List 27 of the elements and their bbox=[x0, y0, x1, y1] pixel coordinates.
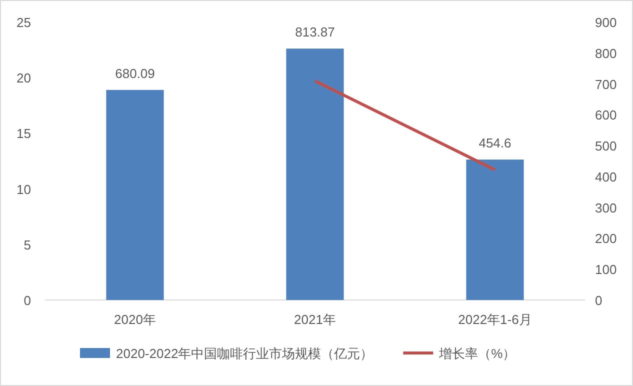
bar bbox=[286, 48, 344, 300]
y-tick-label: 15 bbox=[16, 126, 31, 142]
legend-label: 增长率（%） bbox=[438, 346, 516, 361]
legend-label: 2020-2022年中国咖啡行业市场规模（亿元） bbox=[116, 346, 374, 361]
data-label: 813.87 bbox=[295, 24, 335, 40]
data-label: 454.6 bbox=[478, 136, 512, 151]
y2-tick-label: 800 bbox=[595, 46, 617, 61]
bar bbox=[106, 90, 164, 300]
x-tick-label: 2020年 bbox=[114, 312, 156, 327]
x-tick-label: 2022年1-6月 bbox=[458, 312, 532, 327]
y2-tick-label: 900 bbox=[595, 15, 617, 30]
y2-tick-label: 100 bbox=[595, 262, 617, 278]
y2-tick-label: 700 bbox=[595, 76, 617, 92]
y2-tick-label: 500 bbox=[595, 138, 617, 154]
y2-tick-label: 0 bbox=[595, 293, 602, 308]
data-label: 680.09 bbox=[115, 66, 155, 81]
y2-tick-label: 400 bbox=[595, 169, 617, 184]
y-tick-label: 10 bbox=[16, 182, 31, 197]
y2-tick-label: 200 bbox=[595, 231, 617, 246]
y2-tick-label: 300 bbox=[595, 200, 617, 216]
y-tick-label: 25 bbox=[16, 15, 31, 30]
x-tick-label: 2021年 bbox=[294, 312, 336, 327]
y-tick-label: 20 bbox=[16, 70, 31, 86]
y-tick-label: 0 bbox=[24, 293, 31, 308]
y2-tick-label: 600 bbox=[595, 108, 617, 123]
bar bbox=[466, 160, 524, 300]
y-tick-label: 5 bbox=[24, 237, 31, 252]
